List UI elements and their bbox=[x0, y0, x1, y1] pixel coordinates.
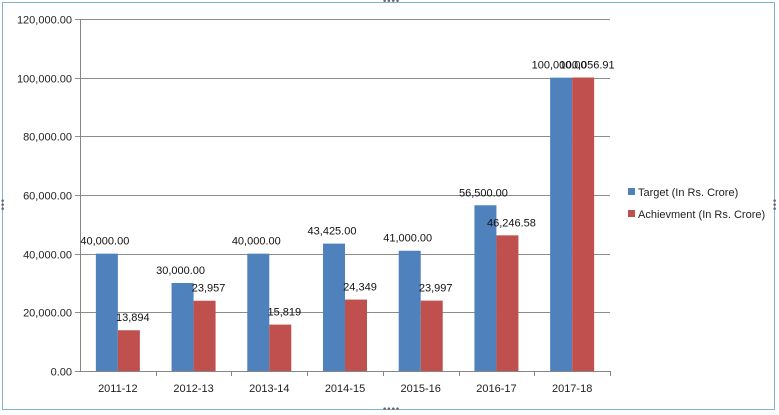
y-tick-label: 100,000.00 bbox=[17, 74, 72, 86]
y-tick-label: 0.00 bbox=[51, 367, 72, 379]
data-label: 56,500.00 bbox=[459, 187, 508, 199]
data-label: 23,997 bbox=[419, 283, 453, 295]
x-tick-label: 2016-17 bbox=[476, 383, 516, 395]
y-tick-label: 20,000.00 bbox=[23, 308, 72, 320]
bar-achievment-2011-12 bbox=[117, 330, 140, 371]
data-label: 40,000.00 bbox=[232, 236, 281, 248]
resize-handle-top[interactable]: •••• bbox=[382, 0, 400, 7]
legend-swatch bbox=[628, 210, 635, 217]
bar-target-2014-15 bbox=[323, 243, 345, 371]
data-label: 43,425.00 bbox=[308, 226, 357, 238]
bars bbox=[95, 77, 595, 372]
data-labels: 40,000.00 13,894 30,000.00 23,957 40,000.00 1… bbox=[80, 59, 614, 324]
bar-target-2013-14 bbox=[247, 253, 270, 371]
x-tick-label: 2014-15 bbox=[325, 383, 365, 395]
x-tick-label: 2011-12 bbox=[98, 383, 138, 395]
x-tick-label: 2017-18 bbox=[552, 383, 592, 395]
bar-achievment-2014-15 bbox=[345, 299, 367, 371]
y-tick-label: 40,000.00 bbox=[23, 250, 72, 262]
data-label: 41,000.00 bbox=[383, 233, 432, 245]
bar-achievment-2015-16 bbox=[420, 300, 443, 371]
chart-frame bbox=[2, 2, 775, 410]
y-tick-label: 80,000.00 bbox=[23, 132, 72, 144]
x-tick-label: 2012-13 bbox=[173, 383, 213, 395]
data-label: 24,349 bbox=[343, 282, 377, 294]
bar-achievment-2012-13 bbox=[193, 300, 216, 371]
data-label: 30,000.00 bbox=[156, 265, 205, 277]
x-tick-label: 2013-14 bbox=[249, 383, 289, 395]
data-label: 15,819 bbox=[267, 307, 301, 319]
y-axis: 0.00 20,000.00 40,000.00 60,000.00 80,000.00… bbox=[17, 15, 81, 379]
bar-target-2015-16 bbox=[398, 250, 421, 371]
y-tick-label: 120,000.00 bbox=[17, 15, 72, 27]
bar-target-2011-12 bbox=[95, 253, 118, 371]
legend: Target (In Rs. Crore) Achievment (In Rs. … bbox=[628, 187, 765, 221]
bar-achievment-2013-14 bbox=[269, 324, 292, 371]
data-label: 40,000.00 bbox=[80, 236, 129, 248]
resize-handle-right[interactable]: • • • bbox=[772, 197, 777, 215]
resize-handle-bottom[interactable]: •••• bbox=[382, 405, 400, 415]
bar-achievment-2017-18 bbox=[572, 77, 595, 372]
bar-target-2016-17 bbox=[474, 205, 497, 371]
data-label: 100,056.91 bbox=[560, 59, 615, 71]
x-tick-label: 2015-16 bbox=[401, 383, 441, 395]
legend-entry: Achievment (In Rs. Crore) bbox=[638, 209, 765, 221]
data-label: 46,246.58 bbox=[487, 217, 536, 229]
data-label: 23,957 bbox=[192, 283, 226, 295]
x-axis: 2011-12 2012-13 2013-14 2014-15 2015-16 2016-… bbox=[98, 371, 611, 395]
bar-target-2017-18 bbox=[550, 77, 573, 372]
resize-handle-left[interactable]: • • • bbox=[0, 197, 5, 215]
data-label: 13,894 bbox=[116, 312, 150, 324]
legend-swatch bbox=[628, 188, 635, 195]
data-label: 100,000.00 bbox=[532, 60, 587, 72]
bar-target-2012-13 bbox=[171, 283, 194, 371]
legend-entry: Target (In Rs. Crore) bbox=[638, 187, 738, 199]
y-tick-label: 60,000.00 bbox=[23, 191, 72, 203]
bar-achievment-2016-17 bbox=[496, 235, 519, 371]
